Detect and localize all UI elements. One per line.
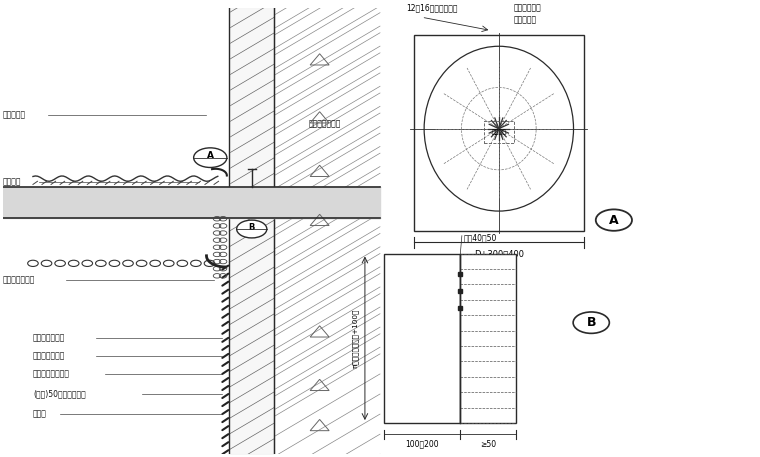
Text: 防水钢筋砼侧墙: 防水钢筋砼侧墙 [33, 334, 65, 343]
Text: B: B [587, 316, 596, 329]
Text: 改性沥青防水卷材: 改性沥青防水卷材 [33, 369, 70, 378]
Text: 剪口范围: 剪口范围 [491, 130, 506, 135]
Text: 回填土: 回填土 [33, 409, 47, 419]
Text: ≥50: ≥50 [480, 440, 496, 448]
Bar [483, 121, 514, 143]
Text: D+300～400: D+300～400 [473, 249, 524, 258]
Text: 阴角线重合: 阴角线重合 [388, 298, 410, 307]
Circle shape [236, 220, 267, 238]
Text: (建议)50厚聚苯板保护: (建议)50厚聚苯板保护 [33, 389, 86, 399]
Bar [461, 254, 516, 423]
Text: 粘贴于管壁: 粘贴于管壁 [472, 376, 495, 385]
Circle shape [596, 209, 632, 231]
Text: 粘贴于侧墙立面: 粘贴于侧墙立面 [309, 120, 340, 129]
Text: 圆形折线与管: 圆形折线与管 [514, 111, 542, 120]
Text: 沥青基层处理剂: 沥青基层处理剂 [33, 351, 65, 361]
Text: 间距40～50: 间距40～50 [464, 234, 498, 242]
Text: A: A [609, 213, 619, 227]
Text: A: A [207, 151, 214, 160]
Circle shape [573, 312, 610, 333]
Bar [414, 35, 584, 231]
Circle shape [194, 148, 226, 167]
Text: 剪切等分虚线: 剪切等分虚线 [464, 222, 492, 231]
Text: 放射状粘贴于侧墙基面: 放射状粘贴于侧墙基面 [472, 298, 518, 307]
Text: 12或16等分裁剪虚线: 12或16等分裁剪虚线 [407, 4, 458, 13]
Text: 尖形叶片粘贴: 尖形叶片粘贴 [514, 4, 542, 13]
Text: 根阴角线重合: 根阴角线重合 [514, 122, 542, 131]
Text: 折线与管根: 折线与管根 [388, 284, 410, 293]
Text: 金属箍紧固: 金属箍紧固 [3, 111, 26, 120]
Text: 等分叶片弯折后呈: 等分叶片弯折后呈 [472, 284, 508, 293]
Bar [384, 254, 461, 423]
Text: 铅丝围扎保护层: 铅丝围扎保护层 [3, 276, 35, 285]
Text: 于管道外壁: 于管道外壁 [514, 15, 537, 24]
Text: B: B [249, 223, 255, 232]
Text: π（管道外径周长+100）: π（管道外径周长+100） [353, 308, 359, 368]
Text: 100～200: 100～200 [405, 440, 439, 448]
Text: 沥青涂层: 沥青涂层 [3, 178, 21, 187]
